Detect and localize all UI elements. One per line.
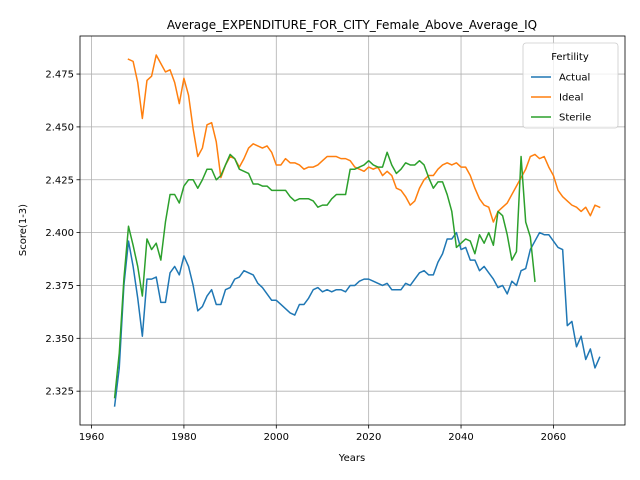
legend-label-actual: Actual (559, 73, 590, 84)
x-tick-label: 2060 (541, 432, 566, 443)
x-tick-label: 1980 (171, 432, 196, 443)
y-axis-ticks: 2.325 2.350 2.375 2.400 2.425 2.450 2.475 (45, 70, 80, 398)
x-axis-label: Years (338, 453, 365, 464)
y-tick-label: 2.400 (45, 228, 74, 239)
legend-label-sterile: Sterile (559, 113, 591, 124)
y-tick-label: 2.425 (45, 175, 74, 186)
series-line-actual (113, 231, 601, 407)
x-tick-label: 2040 (448, 432, 473, 443)
x-axis-ticks: 1960 1980 2000 2020 2040 2060 (79, 425, 566, 443)
grid (80, 36, 625, 425)
legend-entries: Actual Ideal Sterile (531, 73, 591, 124)
y-tick-label: 2.475 (45, 70, 74, 81)
y-axis-label: Score(1-3) (18, 204, 29, 256)
x-tick-label: 2020 (356, 432, 381, 443)
chart-title: Average_EXPENDITURE_FOR_CITY_Female_Abov… (167, 18, 537, 32)
x-tick-label: 2000 (264, 432, 289, 443)
series-line-sterile (113, 151, 536, 399)
legend: Fertility Actual Ideal Sterile (522, 42, 619, 129)
y-tick-label: 2.375 (45, 281, 74, 292)
y-tick-label: 2.450 (45, 122, 74, 133)
series-lines (113, 54, 601, 407)
legend-box (522, 42, 619, 129)
legend-label-ideal: Ideal (559, 93, 583, 104)
y-tick-label: 2.350 (45, 334, 74, 345)
series-line-ideal (127, 54, 601, 223)
y-tick-label: 2.325 (45, 387, 74, 398)
plot-frame (79, 35, 626, 426)
x-tick-label: 1960 (79, 432, 104, 443)
legend-title: Fertility (551, 52, 589, 63)
